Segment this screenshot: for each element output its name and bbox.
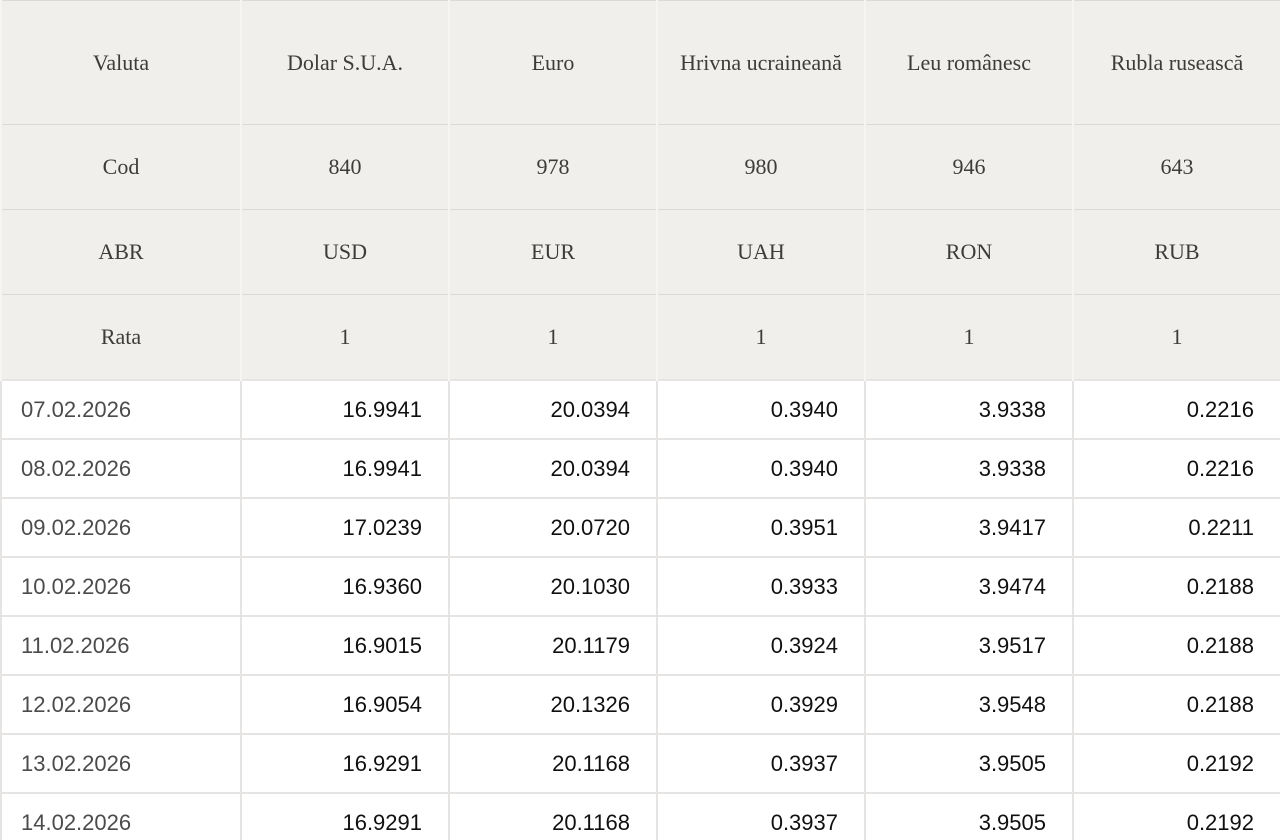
- table-row: 07.02.2026 16.9941 20.0394 0.3940 3.9338 0.22…: [0, 379, 1280, 440]
- rate-value-cell: 0.2216: [1072, 438, 1280, 499]
- rate-value-cell: 20.1168: [448, 733, 658, 794]
- rate-value-cell: 3.9548: [864, 674, 1074, 735]
- date-cell: 13.02.2026: [0, 733, 242, 794]
- rate-value-cell: 16.9291: [240, 792, 450, 840]
- meta-cell: Dolar S.U.A.: [240, 0, 450, 125]
- rate-value-cell: 0.2188: [1072, 674, 1280, 735]
- table-header-section: Valuta Dolar S.U.A. Euro Hrivna ucraineană L…: [0, 0, 1280, 381]
- rate-value-cell: 3.9417: [864, 497, 1074, 558]
- table-row: 13.02.2026 16.9291 20.1168 0.3937 3.9505 0.21…: [0, 733, 1280, 794]
- table-row: 09.02.2026 17.0239 20.0720 0.3951 3.9417 0.22…: [0, 497, 1280, 558]
- date-cell: 12.02.2026: [0, 674, 242, 735]
- date-cell: 08.02.2026: [0, 438, 242, 499]
- table-row: 10.02.2026 16.9360 20.1030 0.3933 3.9474 0.21…: [0, 556, 1280, 617]
- table-row: 14.02.2026 16.9291 20.1168 0.3937 3.9505 0.21…: [0, 792, 1280, 840]
- meta-cell: 643: [1072, 124, 1280, 210]
- rate-value-cell: 17.0239: [240, 497, 450, 558]
- date-cell: 07.02.2026: [0, 379, 242, 440]
- rate-value-cell: 20.1179: [448, 615, 658, 676]
- rate-value-cell: 0.2192: [1072, 733, 1280, 794]
- rate-value-cell: 0.2211: [1072, 497, 1280, 558]
- rate-value-cell: 0.3929: [656, 674, 866, 735]
- meta-row-abr: ABR USD EUR UAH RON RUB: [0, 209, 1280, 295]
- rate-value-cell: 3.9338: [864, 379, 1074, 440]
- date-cell: 14.02.2026: [0, 792, 242, 840]
- rate-value-cell: 16.9941: [240, 438, 450, 499]
- meta-cell: 1: [1072, 294, 1280, 381]
- meta-cell: 946: [864, 124, 1074, 210]
- meta-row-label: Cod: [0, 124, 242, 210]
- rate-value-cell: 16.9015: [240, 615, 450, 676]
- rate-value-cell: 0.3933: [656, 556, 866, 617]
- meta-cell: Rubla rusească: [1072, 0, 1280, 125]
- meta-cell: 840: [240, 124, 450, 210]
- meta-cell: 1: [656, 294, 866, 381]
- meta-row-rata: Rata 1 1 1 1 1: [0, 294, 1280, 381]
- rate-value-cell: 0.2192: [1072, 792, 1280, 840]
- meta-cell: Leu românesc: [864, 0, 1074, 125]
- rate-value-cell: 20.1030: [448, 556, 658, 617]
- meta-cell: EUR: [448, 209, 658, 295]
- meta-cell: 1: [448, 294, 658, 381]
- rate-value-cell: 0.3940: [656, 438, 866, 499]
- table-row: 08.02.2026 16.9941 20.0394 0.3940 3.9338 0.22…: [0, 438, 1280, 499]
- rate-value-cell: 16.9054: [240, 674, 450, 735]
- rate-value-cell: 20.1326: [448, 674, 658, 735]
- rate-value-cell: 3.9505: [864, 733, 1074, 794]
- meta-row-cod: Cod 840 978 980 946 643: [0, 124, 1280, 210]
- table-row: 12.02.2026 16.9054 20.1326 0.3929 3.9548 0.21…: [0, 674, 1280, 735]
- meta-cell: 978: [448, 124, 658, 210]
- rate-value-cell: 3.9338: [864, 438, 1074, 499]
- rate-value-cell: 0.3937: [656, 792, 866, 840]
- date-cell: 11.02.2026: [0, 615, 242, 676]
- meta-cell: Hrivna ucraineană: [656, 0, 866, 125]
- table-data-section: 07.02.2026 16.9941 20.0394 0.3940 3.9338 0.22…: [0, 379, 1280, 840]
- rate-value-cell: 20.0720: [448, 497, 658, 558]
- rate-value-cell: 16.9360: [240, 556, 450, 617]
- meta-cell: 980: [656, 124, 866, 210]
- meta-cell: Euro: [448, 0, 658, 125]
- meta-cell: UAH: [656, 209, 866, 295]
- rate-value-cell: 20.0394: [448, 379, 658, 440]
- date-cell: 10.02.2026: [0, 556, 242, 617]
- rate-value-cell: 0.3924: [656, 615, 866, 676]
- rate-value-cell: 0.3940: [656, 379, 866, 440]
- table-row: 11.02.2026 16.9015 20.1179 0.3924 3.9517 0.21…: [0, 615, 1280, 676]
- meta-row-label: Rata: [0, 294, 242, 381]
- rate-value-cell: 20.0394: [448, 438, 658, 499]
- rate-value-cell: 0.2188: [1072, 615, 1280, 676]
- rate-value-cell: 0.2188: [1072, 556, 1280, 617]
- rate-value-cell: 0.2216: [1072, 379, 1280, 440]
- meta-cell: 1: [864, 294, 1074, 381]
- meta-row-label: Valuta: [0, 0, 242, 125]
- meta-row-valuta: Valuta Dolar S.U.A. Euro Hrivna ucraineană L…: [0, 0, 1280, 125]
- rate-value-cell: 3.9474: [864, 556, 1074, 617]
- rate-value-cell: 3.9505: [864, 792, 1074, 840]
- meta-cell: USD: [240, 209, 450, 295]
- meta-cell: RUB: [1072, 209, 1280, 295]
- rate-value-cell: 3.9517: [864, 615, 1074, 676]
- date-cell: 09.02.2026: [0, 497, 242, 558]
- rate-value-cell: 16.9941: [240, 379, 450, 440]
- meta-cell: 1: [240, 294, 450, 381]
- rate-value-cell: 0.3951: [656, 497, 866, 558]
- rate-value-cell: 20.1168: [448, 792, 658, 840]
- rate-value-cell: 16.9291: [240, 733, 450, 794]
- meta-row-label: ABR: [0, 209, 242, 295]
- meta-cell: RON: [864, 209, 1074, 295]
- rate-value-cell: 0.3937: [656, 733, 866, 794]
